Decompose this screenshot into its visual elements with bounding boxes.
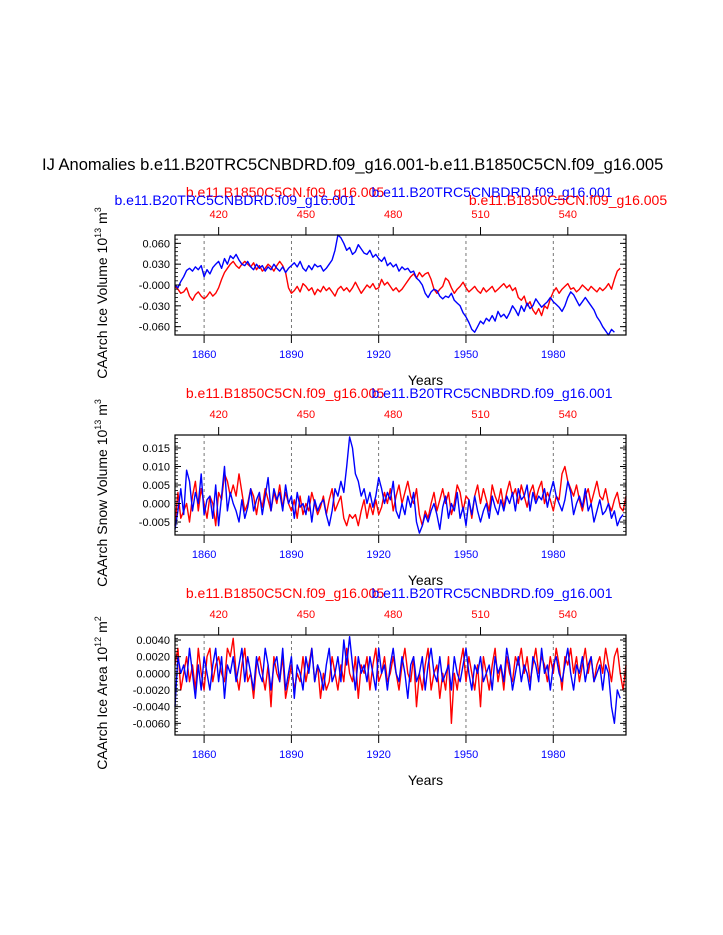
plot-frame [174,234,627,336]
series-line-blue [174,636,621,724]
x-tick-label-bottom: 1860 [192,349,216,361]
series-line-blue [174,436,624,534]
y-tick-label: -0.0020 [133,685,170,697]
x-tick-label-top: 540 [559,209,577,221]
x-tick-label-top: 450 [297,609,315,621]
x-tick-label-bottom: 1860 [192,549,216,561]
chart-panel-3: 0.0040 0.0020 0.0000 -0.0020 -0.0040 -0.0060 1… [93,585,627,788]
y-tick-label: 0.060 [142,238,170,250]
x-tick-label-bottom: 1980 [541,549,565,561]
x-tick-label-bottom: 1980 [541,749,565,761]
y-axis-label: CAArch Ice Volume 1013 m3 [93,207,110,378]
y-tick-label: 0.030 [142,259,170,271]
y-axis-label: CAArch Ice Area 1012 m2 [93,616,110,770]
x-tick-label-bottom: 1950 [454,349,478,361]
chart-panel-1: 0.060 0.030 -0.000 -0.030 -0.060 1860 1890 1920… [93,184,667,388]
y-tick-label: -0.000 [139,280,170,292]
x-tick-label-bottom: 1860 [192,749,216,761]
y-tick-label: -0.060 [139,322,170,334]
x-axis-label: Years [408,772,443,788]
x-tick-label-bottom: 1890 [279,349,303,361]
legend-label-red: b.e11.B1850C5CN.f09_g16.005 [186,585,384,601]
x-tick-label-top: 450 [297,409,315,421]
x-tick-label-top: 540 [559,409,577,421]
y-tick-label: 0.0040 [136,635,170,647]
x-tick-label-bottom: 1920 [366,749,390,761]
x-tick-label-bottom: 1950 [454,749,478,761]
x-tick-label-top: 510 [471,209,489,221]
legend-label-red: b.e11.B1850C5CN.f09_g16.005 [186,184,384,200]
x-tick-label-top: 480 [384,409,402,421]
x-tick-label-bottom: 1890 [279,549,303,561]
y-tick-label: -0.030 [139,301,170,313]
legend-label-blue: b.e11.B20TRC5CNBDRD.f09_g16.001 [372,385,613,401]
y-tick-label: 0.005 [142,480,170,492]
x-tick-label-top: 420 [209,409,227,421]
series-line-blue [174,234,615,336]
x-tick-label-top: 480 [384,209,402,221]
chart-panel-2: 0.015 0.010 0.005 0.000 -0.005 1860 1890 1920 19… [93,385,627,588]
y-tick-label: -0.0040 [133,702,170,714]
x-tick-label-top: 510 [471,609,489,621]
legend-label-blue: b.e11.B20TRC5CNBDRD.f09_g16.001 [115,192,356,208]
y-tick-label: -0.0060 [133,718,170,730]
x-tick-label-bottom: 1920 [366,549,390,561]
x-tick-label-bottom: 1890 [279,749,303,761]
y-axis-label: CAArch Snow Volume 1013 m3 [93,399,110,587]
legend-label-red-right: b.e11.B1850C5CN.f09_g16.005 [469,192,667,208]
x-tick-label-top: 540 [559,609,577,621]
x-tick-label-top: 510 [471,409,489,421]
x-axis-label: Years [408,572,443,588]
series-line-red [174,465,627,527]
x-tick-label-top: 480 [384,609,402,621]
plot-frame [174,434,627,536]
x-tick-label-top: 420 [209,209,227,221]
legend-label-blue: b.e11.B20TRC5CNBDRD.f09_g16.001 [372,585,613,601]
x-tick-label-top: 420 [209,609,227,621]
y-tick-label: 0.015 [142,443,170,455]
x-axis-label: Years [408,372,443,388]
legend-label-red: b.e11.B1850C5CN.f09_g16.005 [186,385,384,401]
x-tick-label-top: 450 [297,209,315,221]
y-tick-label: 0.0020 [136,652,170,664]
x-tick-label-bottom: 1950 [454,549,478,561]
y-tick-label: 0.000 [142,499,170,511]
legend-label-blue-right: b.e11.B20TRC5CNBDRD.f09_g16.001 [372,184,613,200]
page-title: IJ Anomalies b.e11.B20TRC5CNBDRD.f09_g16… [42,156,664,174]
x-tick-label-bottom: 1980 [541,349,565,361]
y-tick-label: -0.005 [139,517,170,529]
y-tick-label: 0.010 [142,461,170,473]
y-tick-label: 0.0000 [136,668,170,680]
x-tick-label-bottom: 1920 [366,349,390,361]
series-line-red [174,637,627,724]
